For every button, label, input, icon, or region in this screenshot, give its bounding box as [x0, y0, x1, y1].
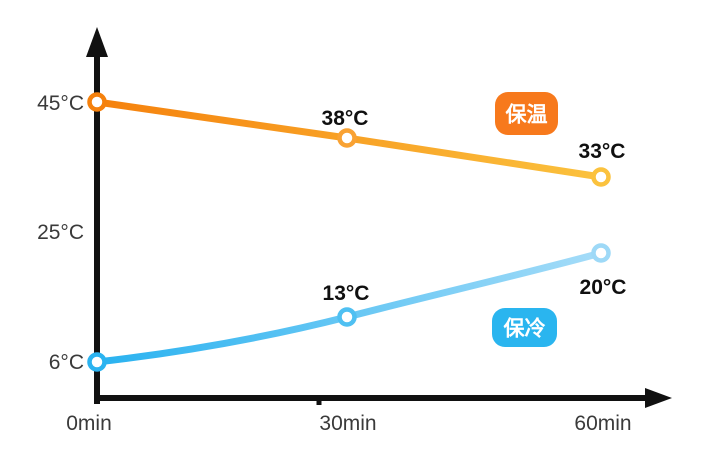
cold-label-30min: 13°C	[323, 282, 370, 305]
y-axis-arrow-icon	[86, 27, 108, 57]
y-tick-6: 6°C	[49, 351, 84, 374]
cold-label-60min: 20°C	[580, 276, 627, 299]
warm-point-0min	[87, 92, 107, 112]
x-tick-0min: 0min	[66, 412, 112, 435]
warm-badge-background	[495, 92, 558, 135]
cold-badge-background	[492, 308, 557, 347]
x-tick-30min: 30min	[319, 412, 376, 435]
cold-point-60min	[591, 243, 611, 263]
x-tick-60min: 60min	[574, 412, 631, 435]
warm-point-60min	[591, 167, 611, 187]
cold-point-0min	[87, 352, 107, 372]
warm-badge-label: 保温	[505, 104, 548, 127]
y-tick-25: 25°C	[37, 221, 84, 244]
cold-legend-badge: 保冷	[492, 308, 557, 347]
x-axis-arrow-icon	[645, 388, 672, 408]
warm-legend-badge: 保温	[495, 92, 558, 135]
warm-label-60min: 33°C	[579, 140, 626, 163]
cold-badge-label: 保冷	[503, 317, 546, 341]
y-tick-45: 45°C	[37, 92, 84, 115]
warm-point-30min	[337, 128, 357, 148]
warm-label-30min: 38°C	[322, 107, 369, 130]
cold-point-30min	[337, 307, 357, 327]
